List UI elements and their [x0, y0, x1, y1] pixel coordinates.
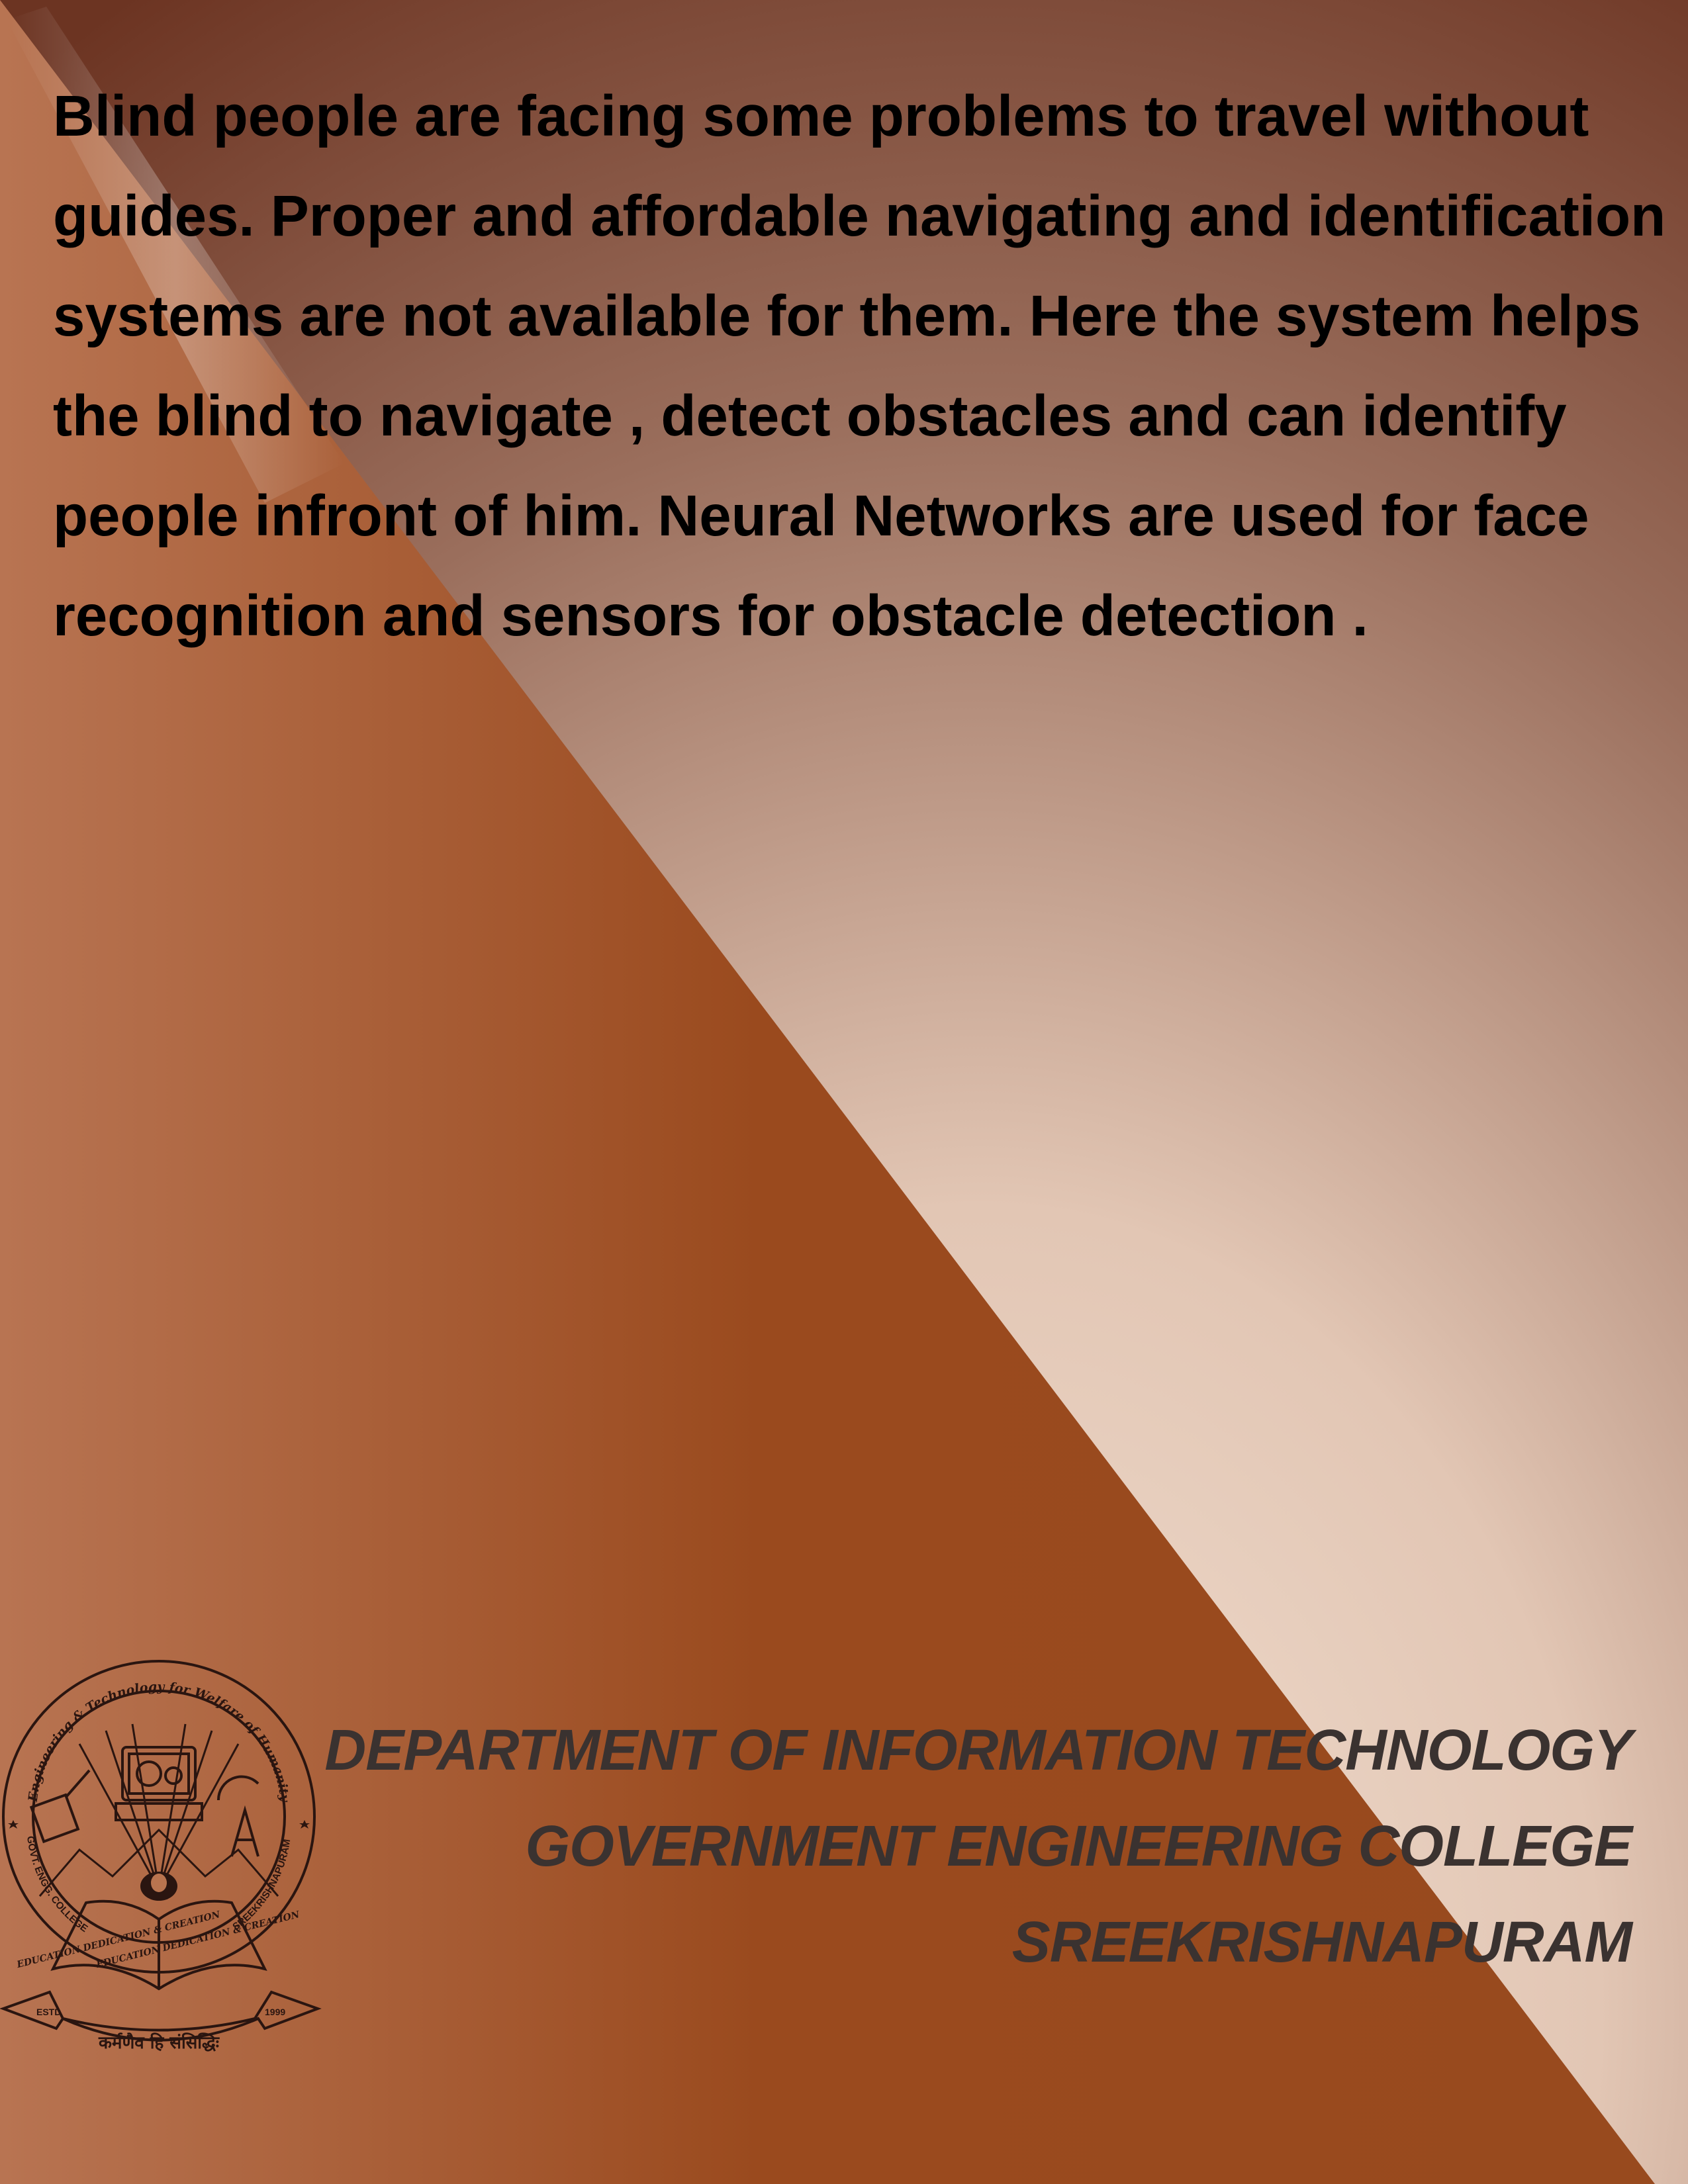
flame-icon	[140, 1872, 177, 1901]
abstract-line: people infront of him. Neural Networks a…	[53, 484, 1589, 548]
svg-text:1999: 1999	[265, 2007, 285, 2017]
college-name: GOVERNMENT ENGINEERING COLLEGE	[525, 1814, 1632, 1878]
svg-text:कर्मणैव हि संसिद्धिः: कर्मणैव हि संसिद्धिः	[98, 2032, 220, 2053]
svg-text:ESTD: ESTD	[36, 2007, 61, 2017]
abstract-line: the blind to navigate , detect obstacles…	[53, 384, 1567, 448]
abstract-line: systems are not available for them. Here…	[53, 284, 1641, 348]
abstract-line: Blind people are facing some problems to…	[53, 84, 1589, 148]
motto-ribbon	[0, 1990, 322, 2042]
computer-icon	[115, 1746, 203, 1821]
satellite-icon	[29, 1769, 91, 1844]
abstract-line: recognition and sensors for obstacle det…	[53, 584, 1368, 648]
college-location: SREEKRISHNAPURAM	[1011, 1910, 1632, 1974]
abstract-line: guides. Proper and affordable navigating…	[53, 184, 1666, 248]
college-emblem-logo: Engineering & Technology for Welfare of …	[0, 1660, 322, 2053]
open-book-icon	[50, 1899, 267, 1991]
abstract-text: Blind people are facing some problems to…	[53, 66, 1688, 666]
department-name: DEPARTMENT OF INFORMATION TECHNOLOGY	[324, 1718, 1632, 1782]
tower-icon	[216, 1775, 259, 1857]
